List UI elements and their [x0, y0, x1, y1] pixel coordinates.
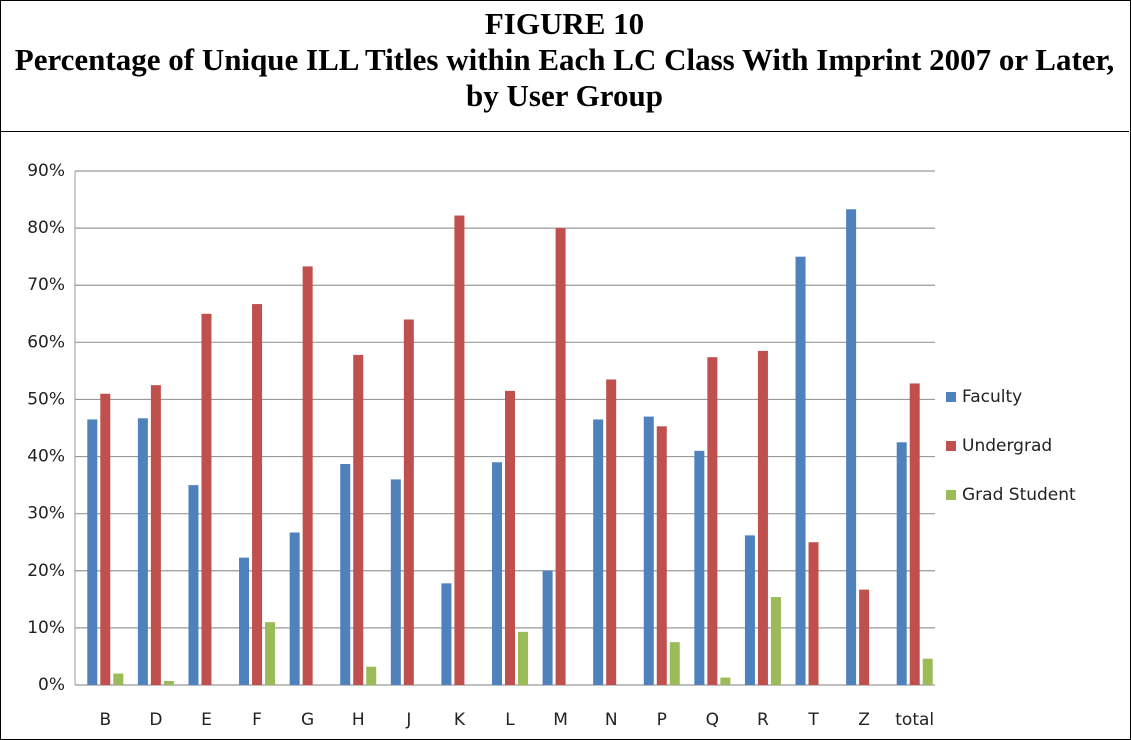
x-tick-label: Q — [706, 710, 719, 730]
x-tick-label: E — [201, 710, 212, 730]
bar — [720, 677, 731, 685]
bar — [390, 479, 401, 685]
y-tick-label: 60% — [27, 332, 65, 352]
bar — [593, 419, 604, 685]
bar — [505, 390, 515, 685]
bar — [795, 256, 806, 685]
bar — [441, 583, 452, 685]
x-tick-label: B — [99, 710, 111, 730]
legend-swatch — [946, 490, 956, 500]
bar — [100, 393, 111, 685]
x-tick-label: L — [505, 710, 515, 730]
bar — [188, 485, 199, 685]
x-tick-label: F — [252, 710, 262, 730]
bar — [366, 666, 377, 685]
y-tick-label: 20% — [27, 561, 65, 581]
bar — [340, 463, 351, 685]
y-tick-label: 80% — [27, 218, 65, 238]
x-tick-label: K — [454, 710, 466, 730]
bar — [896, 442, 907, 685]
bar — [163, 681, 174, 685]
x-tick-label: M — [553, 710, 568, 730]
bar — [201, 313, 212, 685]
legend-swatch — [946, 441, 956, 451]
legend-label: Faculty — [962, 387, 1022, 407]
bar — [744, 535, 755, 685]
x-tick-label: Z — [858, 710, 870, 730]
bar — [518, 631, 528, 685]
bar — [87, 419, 98, 685]
bar — [403, 319, 414, 685]
x-tick-label: P — [657, 710, 667, 730]
bar — [302, 266, 313, 685]
bar — [239, 557, 250, 685]
x-tick-label: total — [895, 710, 934, 730]
chart-title: Percentage of Unique ILL Titles within E… — [14, 42, 1115, 113]
bar — [694, 450, 705, 685]
bar — [137, 418, 148, 685]
legend-label: Grad Student — [962, 485, 1076, 505]
figure-label: FIGURE 10 — [484, 6, 645, 41]
bar — [669, 642, 680, 685]
x-tick-label: D — [149, 710, 162, 730]
x-tick-label: R — [757, 710, 769, 730]
bar — [542, 570, 553, 685]
y-tick-label: 30% — [27, 504, 65, 524]
y-tick-label: 40% — [27, 447, 65, 467]
y-tick-label: 90% — [27, 161, 65, 181]
bar — [555, 228, 566, 685]
bar — [252, 304, 263, 685]
bar — [922, 658, 933, 685]
legend-label: Undergrad — [962, 436, 1052, 456]
bar — [846, 209, 857, 685]
bar — [859, 589, 870, 685]
bar — [643, 416, 654, 685]
x-tick-label: H — [352, 710, 365, 730]
x-tick-label: G — [301, 710, 314, 730]
bar — [656, 426, 667, 685]
bar — [770, 597, 781, 685]
bar — [353, 354, 364, 685]
bar — [606, 379, 617, 685]
title-box: FIGURE 10 Percentage of Unique ILL Title… — [0, 0, 1129, 132]
bar — [150, 385, 161, 685]
bar — [909, 383, 920, 685]
bar — [265, 622, 276, 685]
bar — [454, 215, 465, 685]
legend-swatch — [946, 392, 956, 402]
y-tick-label: 50% — [27, 389, 65, 409]
bar — [707, 357, 718, 685]
bar — [289, 532, 300, 685]
y-tick-label: 0% — [38, 675, 65, 695]
y-tick-label: 10% — [27, 618, 65, 638]
y-tick-label: 70% — [27, 275, 65, 295]
x-tick-label: N — [605, 710, 618, 730]
bar — [808, 542, 819, 685]
x-tick-label: T — [807, 710, 819, 730]
bar — [113, 673, 124, 685]
bar — [492, 462, 502, 685]
bar — [757, 350, 768, 685]
x-tick-label: J — [405, 710, 411, 730]
